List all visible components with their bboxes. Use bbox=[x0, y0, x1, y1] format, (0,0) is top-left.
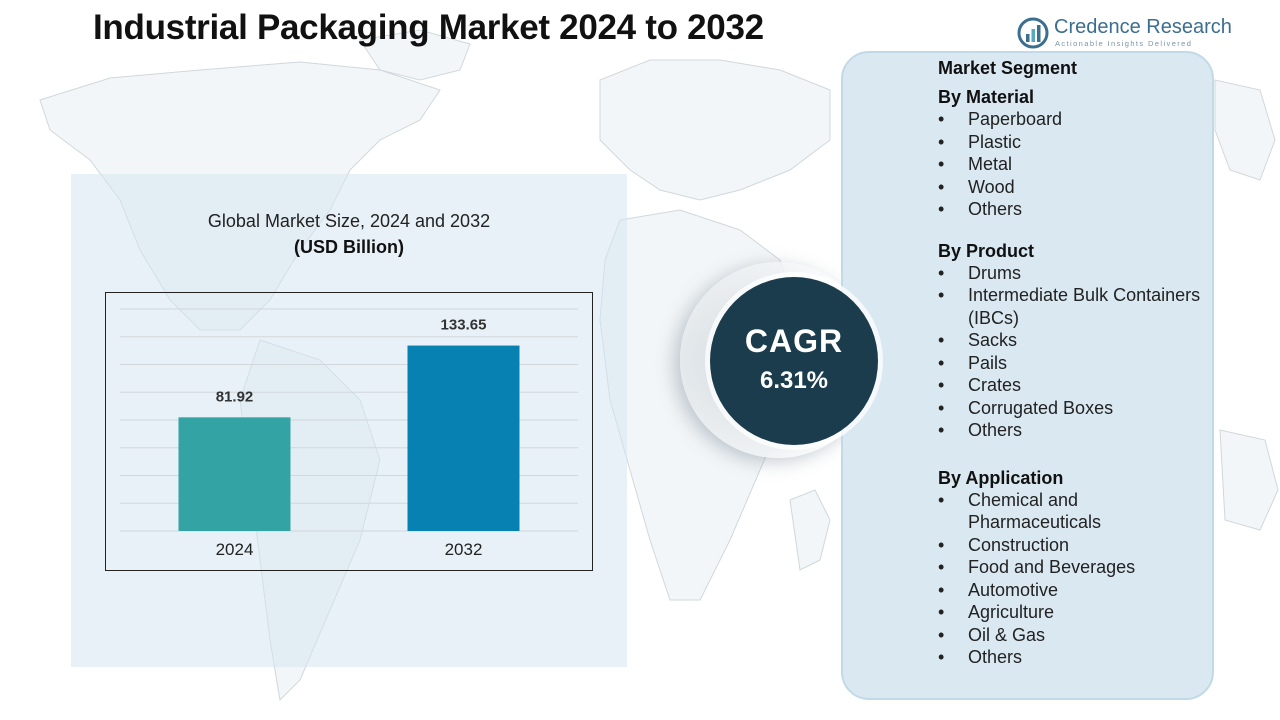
segment-list-item: • Oil & Gas bbox=[938, 624, 1208, 647]
bullet-icon: • bbox=[938, 557, 945, 577]
chart-title: Global Market Size, 2024 and 2032 bbox=[207, 211, 491, 231]
segment-list-item: • Drums bbox=[938, 262, 1208, 285]
market-segment-panel: Market Segment By Material • Paperboard • Pl… bbox=[841, 51, 1214, 700]
bullet-icon: • bbox=[938, 131, 945, 152]
bullet-icon: • bbox=[938, 330, 945, 350]
segment-list-item: • Intermediate Bulk Containers (IBCs) bbox=[938, 284, 1208, 329]
segment-item-label: Intermediate Bulk Containers (IBCs) bbox=[968, 285, 1201, 328]
segment-list-item: • Metal bbox=[938, 153, 1208, 176]
segment-list-item: • Automotive bbox=[938, 579, 1208, 602]
segment-list-item: • Chemical and Pharmaceuticals bbox=[938, 489, 1208, 534]
data-label-2032: 133.65 bbox=[441, 317, 487, 334]
segment-item-label: Construction bbox=[968, 534, 1070, 555]
segment-item-label: Agriculture bbox=[968, 602, 1055, 622]
segment-item-label: Paperboard bbox=[968, 109, 1063, 129]
bullet-icon: • bbox=[938, 285, 945, 305]
page-title: Industrial Packaging Market 2024 to 2032 bbox=[93, 8, 764, 47]
segment-groups: By Material • Paperboard • Plastic • Metal • Woo… bbox=[938, 86, 1208, 669]
segment-list: • Chemical and Pharmaceuticals • Constructi… bbox=[938, 489, 1208, 669]
bar-2024 bbox=[178, 417, 291, 531]
segment-list-item: • Plastic bbox=[938, 131, 1208, 154]
bar-2032 bbox=[407, 345, 520, 531]
segment-group: By Product • Drums • Intermediate Bulk Conta… bbox=[938, 240, 1208, 442]
segment-item-label: Sacks bbox=[968, 330, 1018, 350]
x-tick-label-2024: 2024 bbox=[216, 540, 254, 559]
segment-item-label: Wood bbox=[968, 176, 1015, 197]
segment-item-label: Crates bbox=[968, 375, 1022, 395]
segment-list-item: • Sacks bbox=[938, 329, 1208, 352]
segment-list-item: • Others bbox=[938, 198, 1208, 221]
segment-list-item: • Agriculture bbox=[938, 601, 1208, 624]
logo-mark-icon bbox=[1017, 17, 1049, 49]
logo-name: Credence Research bbox=[1054, 16, 1232, 38]
segment-item-label: Others bbox=[968, 199, 1023, 219]
logo-tagline: Actionable Insights Delivered bbox=[1055, 39, 1193, 48]
segment-group-title: By Application bbox=[938, 467, 1064, 488]
bullet-icon: • bbox=[938, 534, 945, 555]
credence-research-logo[interactable]: Credence Research Actionable Insights De… bbox=[1017, 16, 1232, 51]
segment-group: By Material • Paperboard • Plastic • Metal • Woo… bbox=[938, 86, 1208, 221]
bullet-icon: • bbox=[938, 647, 945, 667]
segment-group-title: By Material bbox=[938, 87, 1035, 107]
segment-item-label: Automotive bbox=[968, 579, 1059, 600]
segment-list: • Paperboard • Plastic • Metal • Wood • Others bbox=[938, 108, 1208, 221]
bullet-icon: • bbox=[938, 375, 945, 395]
segment-heading: Market Segment bbox=[938, 58, 1078, 78]
bullet-icon: • bbox=[938, 420, 945, 440]
data-label-2024: 81.92 bbox=[216, 388, 254, 405]
bullet-icon: • bbox=[938, 352, 945, 373]
bullet-icon: • bbox=[938, 262, 945, 283]
segment-list-item: • Others bbox=[938, 419, 1208, 442]
segment-item-label: Chemical and Pharmaceuticals bbox=[968, 489, 1102, 533]
market-size-chart-panel: Global Market Size, 2024 and 2032 (USD B… bbox=[71, 174, 627, 667]
bullet-icon: • bbox=[938, 579, 945, 600]
segment-list-item: • Food and Beverages bbox=[938, 556, 1208, 579]
bullet-icon: • bbox=[938, 199, 945, 219]
segment-list-item: • Others bbox=[938, 646, 1208, 669]
segment-list-item: • Construction bbox=[938, 534, 1208, 557]
segment-group: By Application • Chemical and Pharmaceutic… bbox=[938, 467, 1208, 669]
cagr-label: CAGR bbox=[744, 323, 844, 359]
segment-list-item: • Corrugated Boxes bbox=[938, 397, 1208, 420]
bullet-icon: • bbox=[938, 602, 945, 622]
bullet-icon: • bbox=[938, 397, 945, 418]
bullet-icon: • bbox=[938, 109, 945, 129]
segment-item-label: Drums bbox=[968, 262, 1021, 283]
x-tick-label-2032: 2032 bbox=[445, 540, 483, 559]
segment-item-label: Corrugated Boxes bbox=[968, 397, 1114, 418]
bullet-icon: • bbox=[938, 489, 945, 510]
cagr-value: 6.31% bbox=[759, 367, 829, 394]
cagr-badge: CAGR 6.31% bbox=[710, 277, 878, 445]
bullet-icon: • bbox=[938, 176, 945, 197]
segment-group-title: By Product bbox=[938, 240, 1035, 261]
segment-item-label: Plastic bbox=[968, 131, 1022, 152]
segment-list: • Drums • Intermediate Bulk Containers (IBC… bbox=[938, 262, 1208, 442]
segment-item-label: Oil & Gas bbox=[968, 624, 1046, 645]
chart-subtitle: (USD Billion) bbox=[294, 237, 404, 257]
bar-chart: 81.92 2024 133.65 2032 bbox=[105, 292, 593, 571]
segment-list-item: • Paperboard bbox=[938, 108, 1208, 131]
bar-chart-svg: 81.92 2024 133.65 2032 bbox=[120, 308, 578, 559]
bullet-icon: • bbox=[938, 624, 945, 645]
segment-list-item: • Wood bbox=[938, 176, 1208, 199]
bullet-icon: • bbox=[938, 154, 945, 174]
segment-item-label: Pails bbox=[968, 352, 1008, 373]
segment-list-item: • Pails bbox=[938, 352, 1208, 375]
segment-item-label: Metal bbox=[968, 154, 1013, 174]
segment-item-label: Others bbox=[968, 647, 1023, 667]
segment-item-label: Food and Beverages bbox=[968, 557, 1136, 577]
segment-list-item: • Crates bbox=[938, 374, 1208, 397]
segment-item-label: Others bbox=[968, 420, 1023, 440]
